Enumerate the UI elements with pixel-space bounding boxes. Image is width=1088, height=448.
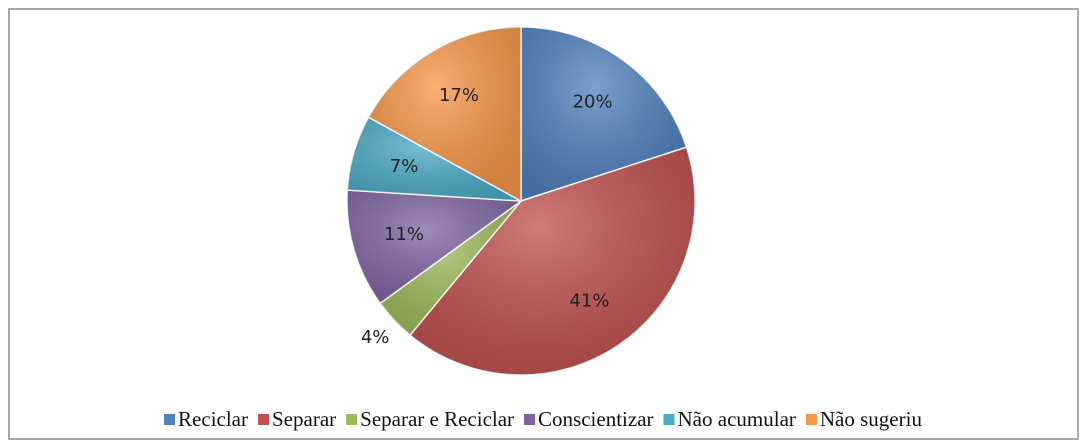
- data-label: 41%: [569, 291, 609, 312]
- legend-swatch: [346, 414, 358, 425]
- data-label: 20%: [573, 91, 613, 112]
- legend-swatch: [524, 414, 536, 425]
- legend-swatch: [663, 414, 675, 425]
- legend-label: Separar: [272, 407, 336, 431]
- legend-label: Não sugeriu: [820, 407, 923, 431]
- legend-swatch: [805, 414, 817, 425]
- legend-label: Não acumular: [678, 407, 796, 431]
- data-label: 4%: [361, 327, 390, 348]
- data-label: 11%: [384, 224, 424, 245]
- pie: 20% 41% 4% 11% 7% 17%: [346, 26, 696, 376]
- legend-swatch: [258, 414, 269, 425]
- legend-label: Conscientizar: [538, 407, 653, 431]
- legend-swatch: [164, 414, 176, 425]
- data-label: 7%: [390, 156, 419, 177]
- legend-label: Separar e Reciclar: [360, 407, 514, 431]
- data-label: 17%: [439, 85, 479, 106]
- legend: Reciclar Separar Separar e Reciclar Conscie…: [164, 407, 922, 431]
- legend-label: Reciclar: [178, 407, 248, 431]
